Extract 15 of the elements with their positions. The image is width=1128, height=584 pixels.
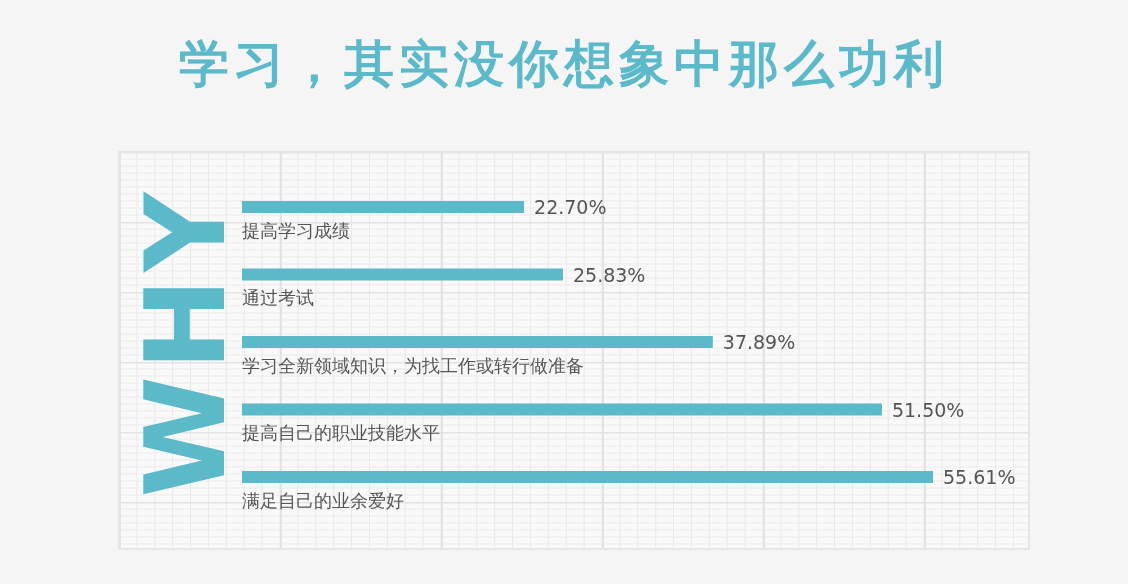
bar <box>242 201 525 213</box>
bar <box>242 268 563 281</box>
chart-title: 学习，其实没你想象中那么功利 <box>179 35 949 93</box>
data-label: 55.61% <box>943 466 1016 488</box>
bar <box>242 471 933 483</box>
data-label: 22.70% <box>534 196 607 218</box>
y-tick-label: 学习全新领域知识，为找工作或转行做准备 <box>242 354 584 376</box>
y-tick-label: 满足自己的业余爱好 <box>242 489 404 511</box>
y-tick-label: 提高自己的职业技能水平 <box>242 422 440 443</box>
data-label: 37.89% <box>722 331 796 353</box>
data-label: 25.83% <box>572 263 646 286</box>
bar <box>242 336 713 348</box>
bar <box>242 403 882 416</box>
y-tick-label: 通过考试 <box>242 287 314 308</box>
data-label: 51.50% <box>891 398 965 421</box>
